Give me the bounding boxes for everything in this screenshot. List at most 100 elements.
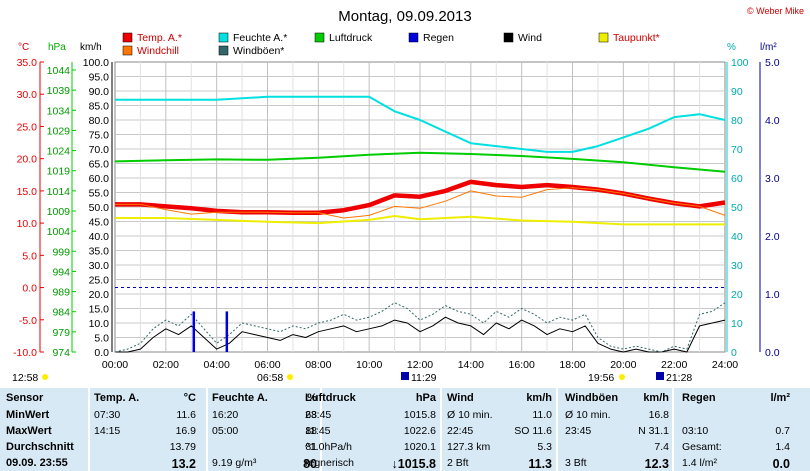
table-cell: 05:00 (212, 425, 239, 437)
table-cell-value: 16.8 (648, 409, 669, 421)
unit-rain: l/m² (760, 42, 777, 53)
legend-label: Regen (423, 32, 454, 44)
series-line (115, 215, 725, 226)
tick-temp: 15.0 (17, 186, 38, 198)
stats-table (0, 388, 810, 471)
table-header: Temp. A. (94, 392, 140, 404)
table-header: Regen (682, 392, 716, 404)
moon-icon (401, 372, 409, 380)
legend-label: Taupunkt* (613, 32, 660, 44)
table-cell: Ø 10 min. (565, 409, 611, 421)
table-cell: 14:15 (94, 425, 121, 437)
tick-hpa: 984 (52, 307, 70, 319)
tick-temp: -10.0 (13, 347, 37, 359)
table-header: Luftdruck (305, 392, 356, 404)
tick-hpa: 1019 (47, 166, 71, 178)
sun-marker: 06:58 (257, 372, 283, 384)
tick-x: 00:00 (102, 359, 128, 371)
sun-marker: 12:58 (12, 372, 38, 384)
table-header-unit: hPa (415, 392, 436, 404)
table-cell-value: 81 (305, 441, 317, 453)
tick-hpa: 1044 (47, 65, 71, 77)
tick-temp: 0.0 (22, 283, 37, 295)
tick-temp: 20.0 (17, 154, 38, 166)
tick-x: 16:00 (509, 359, 535, 371)
table-cell-value: 0.7 (775, 425, 790, 437)
table-cell: regnerisch (305, 457, 355, 469)
tick-kmh: 100.0 (83, 57, 109, 69)
tick-x: 18:00 (559, 359, 585, 371)
table-cell: 07:30 (94, 409, 121, 421)
tick-pct: 40 (731, 231, 743, 243)
tick-pct: 30 (731, 260, 743, 272)
tick-kmh: 95.0 (89, 72, 110, 84)
table-cell-value: 68 (305, 409, 317, 421)
tick-kmh: 35.0 (89, 246, 110, 258)
series-line (115, 187, 726, 219)
tick-hpa: 1039 (47, 85, 71, 97)
table-cell: 127.3 km (447, 441, 491, 453)
table-cell: 22:45 (447, 425, 474, 437)
legend-swatch (218, 45, 229, 56)
tick-hpa: 974 (52, 347, 70, 359)
tick-hpa: 1014 (47, 186, 71, 198)
table-header-unit: % (307, 392, 317, 404)
table-header: Wind (447, 392, 474, 404)
tick-hpa: 999 (52, 246, 70, 258)
tick-pct: 20 (731, 289, 743, 301)
tick-kmh: 50.0 (89, 202, 110, 214)
table-cell: 3 Bft (565, 457, 587, 469)
tick-pct: 90 (731, 86, 743, 98)
table-cell: 1.4 l/m² (682, 457, 718, 469)
table-divider (206, 388, 208, 471)
tick-kmh: 0.0 (94, 347, 109, 359)
table-cell-value: 88 (305, 425, 317, 437)
tick-temp: 30.0 (17, 89, 38, 101)
table-cell: 9.19 g/m³ (212, 457, 257, 469)
tick-hpa: 979 (52, 327, 70, 339)
tick-x: 14:00 (458, 359, 484, 371)
table-cell: 11:45 (305, 425, 331, 437)
tick-pct: 80 (731, 115, 743, 127)
tick-pct: 100 (731, 57, 749, 69)
tick-temp: 25.0 (17, 121, 38, 133)
chart-credit: © Weber Mike (747, 6, 804, 16)
legend-label: Luftdruck (329, 32, 373, 44)
sun-icon (619, 374, 625, 380)
legend-swatch (314, 32, 325, 43)
legend-swatch (598, 32, 609, 43)
legend-swatch (503, 32, 514, 43)
table-cell-value: 1020.1 (403, 441, 436, 453)
tick-hpa: 994 (52, 266, 70, 278)
legend-label: Wind (518, 32, 542, 44)
table-divider (672, 388, 674, 471)
table-cell-value: SO 11.6 (514, 425, 552, 437)
tick-kmh: 55.0 (89, 188, 110, 200)
table-divider (88, 388, 90, 471)
tick-kmh: 75.0 (89, 130, 110, 142)
tick-x: 20:00 (610, 359, 636, 371)
tick-x: 12:00 (407, 359, 433, 371)
table-row-label: MaxWert (6, 425, 52, 437)
tick-kmh: 30.0 (89, 260, 110, 272)
legend-swatch (218, 32, 229, 43)
table-header: Feuchte A. (212, 392, 268, 404)
tick-temp: -5.0 (19, 315, 37, 327)
table-cell-value: 1015.8 (403, 409, 436, 421)
table-row-label: 09.09. 23:55 (6, 457, 68, 469)
table-cell: Ø 10 min. (447, 409, 493, 421)
table-cell-value: 5.3 (537, 441, 552, 453)
tick-x: 10:00 (356, 359, 382, 371)
table-cell-value: 13.79 (169, 441, 196, 453)
tick-kmh: 25.0 (89, 275, 110, 287)
tick-rain: 3.0 (765, 173, 780, 185)
table-cell-value: 11.6 (176, 409, 196, 421)
table-cell: 16:20 (212, 409, 239, 421)
table-cell-value: N 31.1 (638, 425, 669, 437)
tick-kmh: 5.0 (94, 333, 109, 345)
moon-icon (656, 372, 664, 380)
table-cell-value: 80 (303, 457, 317, 471)
tick-kmh: 85.0 (89, 101, 110, 113)
legend-swatch (408, 32, 419, 43)
table-divider (320, 388, 322, 471)
